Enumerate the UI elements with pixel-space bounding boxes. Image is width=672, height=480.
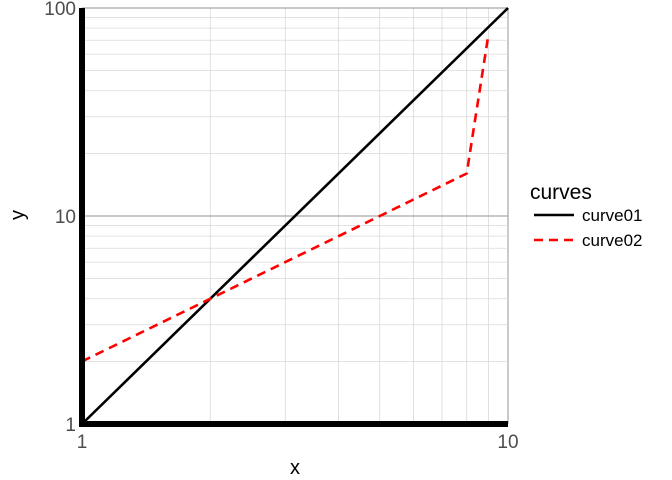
axis-lines bbox=[79, 8, 508, 427]
series-line-curve01 bbox=[81, 7, 509, 425]
series-line-curve02 bbox=[81, 33, 490, 363]
y-tick-labels: 1 10 100 bbox=[44, 0, 76, 436]
x-tick-labels: 1 10 bbox=[77, 432, 519, 453]
y-axis-title: y bbox=[7, 210, 29, 220]
legend: curves curve01 curve02 bbox=[530, 181, 642, 250]
plot-series bbox=[81, 7, 509, 425]
x-axis-title: x bbox=[290, 457, 300, 479]
y-tick-label: 100 bbox=[44, 0, 76, 20]
legend-label-curve02: curve02 bbox=[582, 231, 642, 250]
x-tick-label: 1 bbox=[77, 432, 88, 453]
legend-title: curves bbox=[530, 181, 592, 204]
x-tick-label: 10 bbox=[497, 432, 518, 453]
y-tick-label: 1 bbox=[65, 415, 76, 436]
legend-label-curve01: curve01 bbox=[582, 206, 642, 225]
y-tick-label: 10 bbox=[55, 207, 76, 228]
